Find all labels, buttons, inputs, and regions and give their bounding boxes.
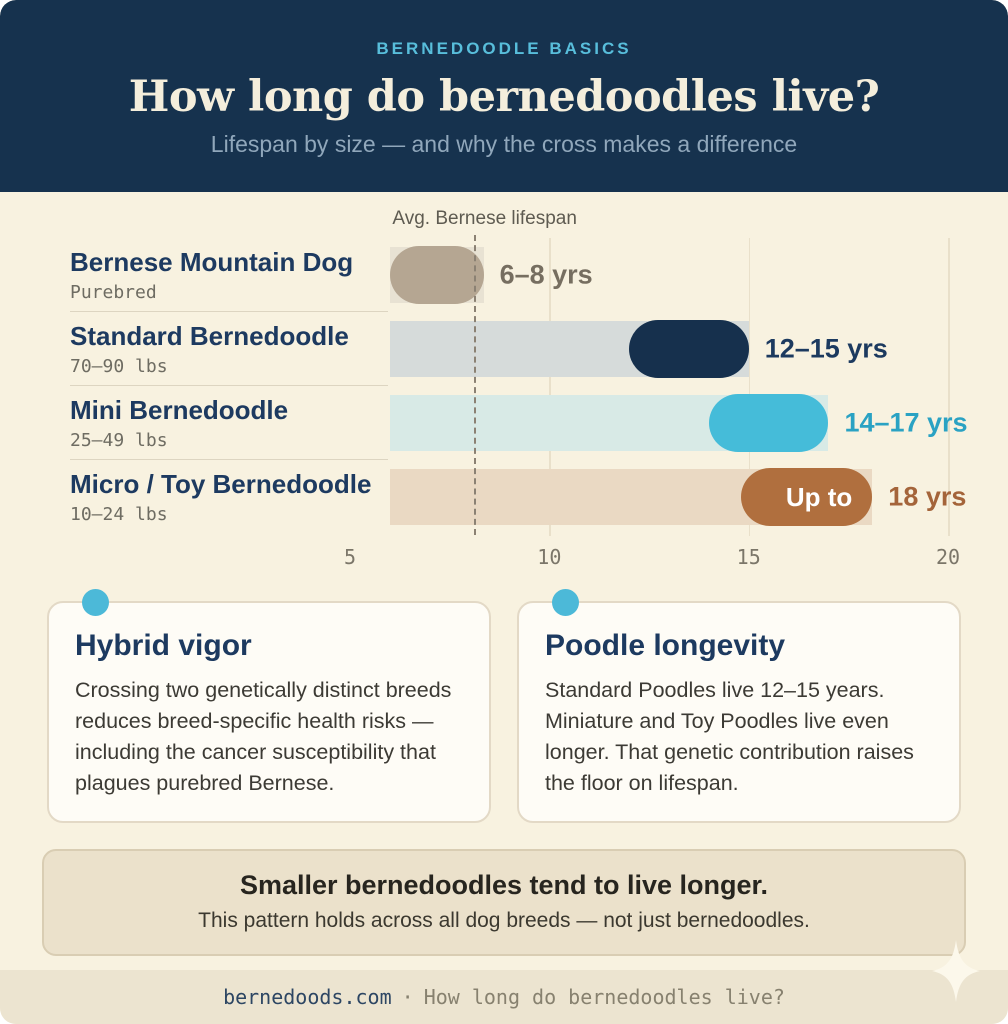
breed-name: Micro / Toy Bernedoodle — [70, 469, 372, 499]
lifespan-chart: Avg. Bernese lifespan Bernese Mountain D… — [70, 205, 968, 571]
footer-query: How long do bernedoodles live? — [423, 985, 785, 1009]
chart-row: Mini Bernedoodle 25–49 lbs 14–17 yrs — [70, 386, 968, 460]
row-plot: 6–8 yrs — [350, 238, 968, 312]
row-plot: 12–15 yrs — [350, 312, 968, 386]
bar-value: 12–15 yrs — [764, 333, 888, 364]
header: BERNEDOODLE BASICS How long do bernedood… — [0, 0, 1008, 192]
bar-pill — [629, 320, 749, 378]
card-accent-dot-icon — [552, 589, 579, 616]
breed-name: Mini Bernedoodle — [70, 395, 289, 425]
row-label: Mini Bernedoodle 25–49 lbs — [70, 395, 288, 451]
gridlines: Avg. Bernese lifespan — [350, 205, 968, 571]
banner-subtitle: This pattern holds across all dog breeds… — [198, 909, 810, 932]
sparkle-icon — [932, 940, 980, 1002]
breed-name: Bernese Mountain Dog — [70, 247, 354, 277]
pill-inner-label: Up to — [785, 481, 853, 512]
info-cards: Hybrid vigor Crossing two genetically di… — [47, 589, 961, 823]
footer-site: bernedoods.com — [223, 985, 392, 1009]
page-title: How long do bernedoodles live? — [128, 71, 880, 122]
card-accent-dot-icon — [82, 589, 109, 616]
grid-line — [748, 238, 751, 536]
axis-ticks: 5 10 15 20 — [344, 539, 968, 571]
breed-sublabel: 25–49 lbs — [70, 430, 168, 451]
footer-separator: · — [401, 985, 414, 1009]
bar-pill — [708, 394, 829, 452]
card-title: Hybrid vigor — [75, 629, 252, 662]
chart-row: Standard Bernedoodle 70–90 lbs 12–15 yrs — [70, 312, 968, 386]
axis-tick: 5 — [343, 545, 357, 569]
row-label: Micro / Toy Bernedoodle 10–24 lbs — [70, 469, 371, 525]
row-plot: 14–17 yrs — [350, 386, 968, 460]
breed-sublabel: 10–24 lbs — [70, 504, 168, 525]
axis-tick: 20 — [936, 545, 961, 569]
row-label: Standard Bernedoodle 70–90 lbs — [70, 321, 349, 377]
card-hybrid-vigor: Hybrid vigor Crossing two genetically di… — [47, 589, 491, 823]
bar-pill — [389, 246, 484, 304]
breed-sublabel: Purebred — [70, 282, 157, 303]
avg-lifespan-note: Avg. Bernese lifespan — [392, 208, 577, 229]
page-subtitle: Lifespan by size — and why the cross mak… — [210, 130, 798, 157]
bar-value: 6–8 yrs — [499, 259, 593, 290]
breed-name: Standard Bernedoodle — [70, 321, 349, 351]
header-eyebrow: BERNEDOODLE BASICS — [376, 38, 632, 58]
grid-line — [549, 238, 551, 536]
chart-row: Micro / Toy Bernedoodle 10–24 lbs Up to … — [70, 460, 968, 534]
footer: bernedoods.com · How long do bernedoodle… — [0, 970, 1008, 1024]
grid-line — [948, 238, 950, 536]
bar-value: 18 yrs — [888, 481, 967, 512]
card-title: Poodle longevity — [545, 629, 786, 662]
summary-banner: Smaller bernedoodles tend to live longer… — [42, 849, 966, 956]
card-body: Standard Poodles live 12–15 years. Minia… — [545, 678, 914, 795]
row-plot: Up to 18 yrs — [350, 460, 968, 534]
chart-rows: Bernese Mountain Dog Purebred 6–8 yrs St… — [70, 238, 968, 534]
axis-tick: 10 — [537, 545, 562, 569]
card-body: Crossing two genetically distinct breeds… — [75, 678, 452, 795]
bar-pill: Up to — [740, 468, 873, 526]
banner-title: Smaller bernedoodles tend to live longer… — [239, 870, 769, 900]
axis-tick: 15 — [736, 545, 761, 569]
chart-row: Bernese Mountain Dog Purebred 6–8 yrs — [70, 238, 968, 312]
row-label: Bernese Mountain Dog Purebred — [70, 247, 353, 303]
bar-value: 14–17 yrs — [844, 407, 968, 438]
card-poodle-longevity: Poodle longevity Standard Poodles live 1… — [517, 589, 961, 823]
breed-sublabel: 70–90 lbs — [70, 356, 168, 377]
